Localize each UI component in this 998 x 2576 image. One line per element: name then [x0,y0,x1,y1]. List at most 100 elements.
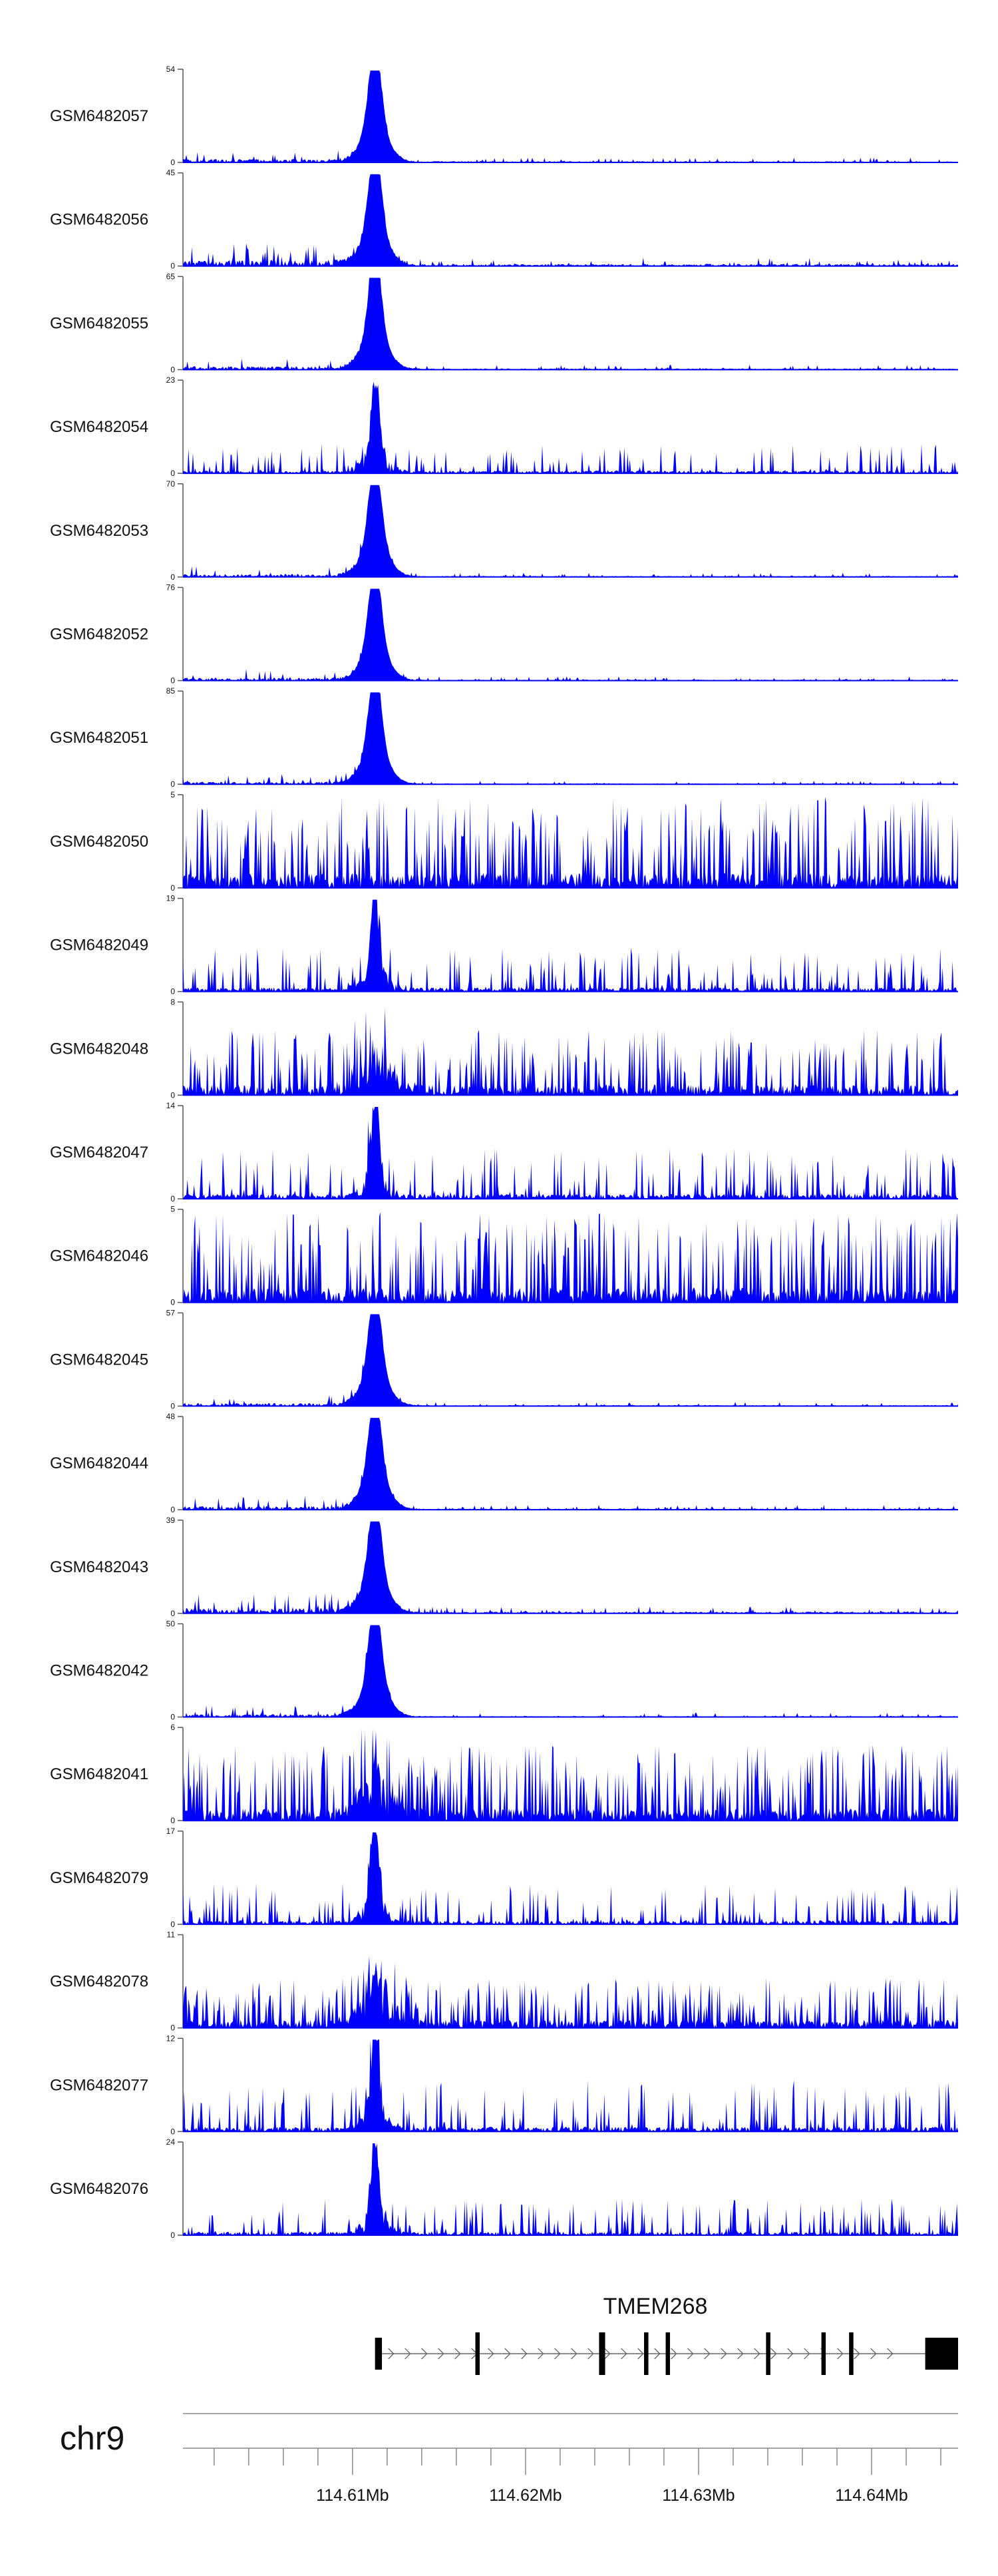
y-max-label: 48 [166,1412,176,1421]
y-max-label: 5 [170,1205,175,1214]
track-GSM6482043: GSM6482043 39 0 [50,1516,958,1618]
gene-exon [925,2338,958,2370]
y-zero-label: 0 [170,1401,175,1410]
track-GSM6482042: GSM6482042 50 0 [50,1619,958,1722]
gene-exon [599,2332,605,2375]
signal-area [183,588,958,681]
chromosome-label: chr9 [60,2420,124,2457]
y-max-label: 5 [170,790,175,799]
strand-arrow [554,2348,561,2360]
y-max-label: 65 [166,272,176,281]
y-zero-label: 0 [170,987,175,996]
strand-arrow [421,2348,428,2360]
track-GSM6482054: GSM6482054 23 0 [50,375,958,478]
signal-area [183,174,958,266]
y-zero-label: 0 [170,1920,175,1929]
gene-exon [849,2332,854,2375]
signal-area [183,71,958,162]
track-GSM6482041: GSM6482041 6 0 [50,1723,958,1825]
signal-area [183,1625,958,1717]
signal-area [183,1107,958,1199]
genome-axis-tick-label: 114.61Mb [316,2486,389,2505]
y-zero-label: 0 [170,469,175,478]
signal-area [183,899,958,992]
y-zero-label: 0 [170,1609,175,1618]
track-GSM6482057: GSM6482057 54 0 [50,65,958,167]
strand-arrow [787,2348,794,2360]
track-GSM6482077: GSM6482077 12 0 [50,2034,958,2136]
strand-arrow [770,2348,777,2360]
y-zero-label: 0 [170,572,175,582]
y-zero-label: 0 [170,779,175,789]
gene-exon [375,2338,383,2370]
track-label: GSM6482047 [50,1144,148,1162]
strand-arrow [870,2348,877,2360]
strand-arrow [671,2348,677,2360]
track-label: GSM6482042 [50,1662,148,1680]
y-max-label: 54 [166,65,176,74]
strand-arrow [854,2348,860,2360]
track-label: GSM6482078 [50,1973,148,1991]
signal-area [183,1314,958,1406]
strand-arrow [587,2348,594,2360]
strand-arrow [737,2348,744,2360]
signal-area [183,797,958,888]
track-GSM6482053: GSM6482053 70 0 [50,479,958,582]
signal-area [183,381,958,474]
track-GSM6482078: GSM6482078 11 0 [50,1930,958,2033]
track-label: GSM6482057 [50,107,148,125]
strand-arrow [538,2348,544,2360]
track-GSM6482052: GSM6482052 76 0 [50,583,958,686]
track-GSM6482051: GSM6482051 85 0 [50,686,958,789]
track-GSM6482049: GSM6482049 19 0 [50,894,958,996]
track-label: GSM6482051 [50,729,148,747]
y-max-label: 11 [167,1930,176,1940]
y-zero-label: 0 [170,1713,175,1722]
track-label: GSM6482054 [50,418,148,436]
gene-exon [766,2332,770,2375]
y-zero-label: 0 [170,1505,175,1514]
strand-arrow [504,2348,511,2360]
track-GSM6482076: GSM6482076 24 0 [50,2137,958,2240]
strand-arrow [604,2348,611,2360]
y-max-label: 70 [166,479,176,489]
genome-axis-tick-label: 114.63Mb [662,2486,735,2505]
track-GSM6482050: GSM6482050 5 0 [50,790,958,893]
track-GSM6482055: GSM6482055 65 0 [50,272,958,374]
signal-area [183,278,958,370]
track-label: GSM6482043 [50,1558,148,1576]
y-zero-label: 0 [170,676,175,686]
y-zero-label: 0 [170,1090,175,1100]
y-zero-label: 0 [170,158,175,167]
signal-area [183,485,958,577]
track-GSM6482048: GSM6482048 8 0 [50,997,958,1100]
track-label: GSM6482077 [50,2076,148,2094]
track-GSM6482047: GSM6482047 14 0 [50,1101,958,1203]
gene-exon [821,2332,826,2375]
strand-arrow [621,2348,627,2360]
signal-area [183,1212,958,1303]
y-max-label: 85 [166,686,176,696]
strand-arrow [488,2348,494,2360]
track-GSM6482079: GSM6482079 17 0 [50,1826,958,1929]
track-label: GSM6482056 [50,211,148,229]
y-max-label: 6 [170,1723,175,1732]
genome-axis-tick-label: 114.64Mb [835,2486,908,2505]
y-max-label: 45 [166,168,176,178]
y-max-label: 17 [166,1826,176,1836]
track-label: GSM6482049 [50,937,148,955]
gene-exon [644,2332,649,2375]
strand-arrow [721,2348,727,2360]
track-label: GSM6482050 [50,833,148,851]
track-label: GSM6482045 [50,1351,148,1369]
track-label: GSM6482048 [50,1040,148,1058]
gene-exon [665,2332,671,2375]
y-max-label: 24 [166,2137,176,2147]
signal-area [183,1418,958,1510]
gene-name-label: TMEM268 [603,2294,708,2319]
signal-area [183,2039,958,2132]
y-zero-label: 0 [170,1194,175,1203]
strand-arrow [654,2348,661,2360]
strand-arrow [887,2348,894,2360]
